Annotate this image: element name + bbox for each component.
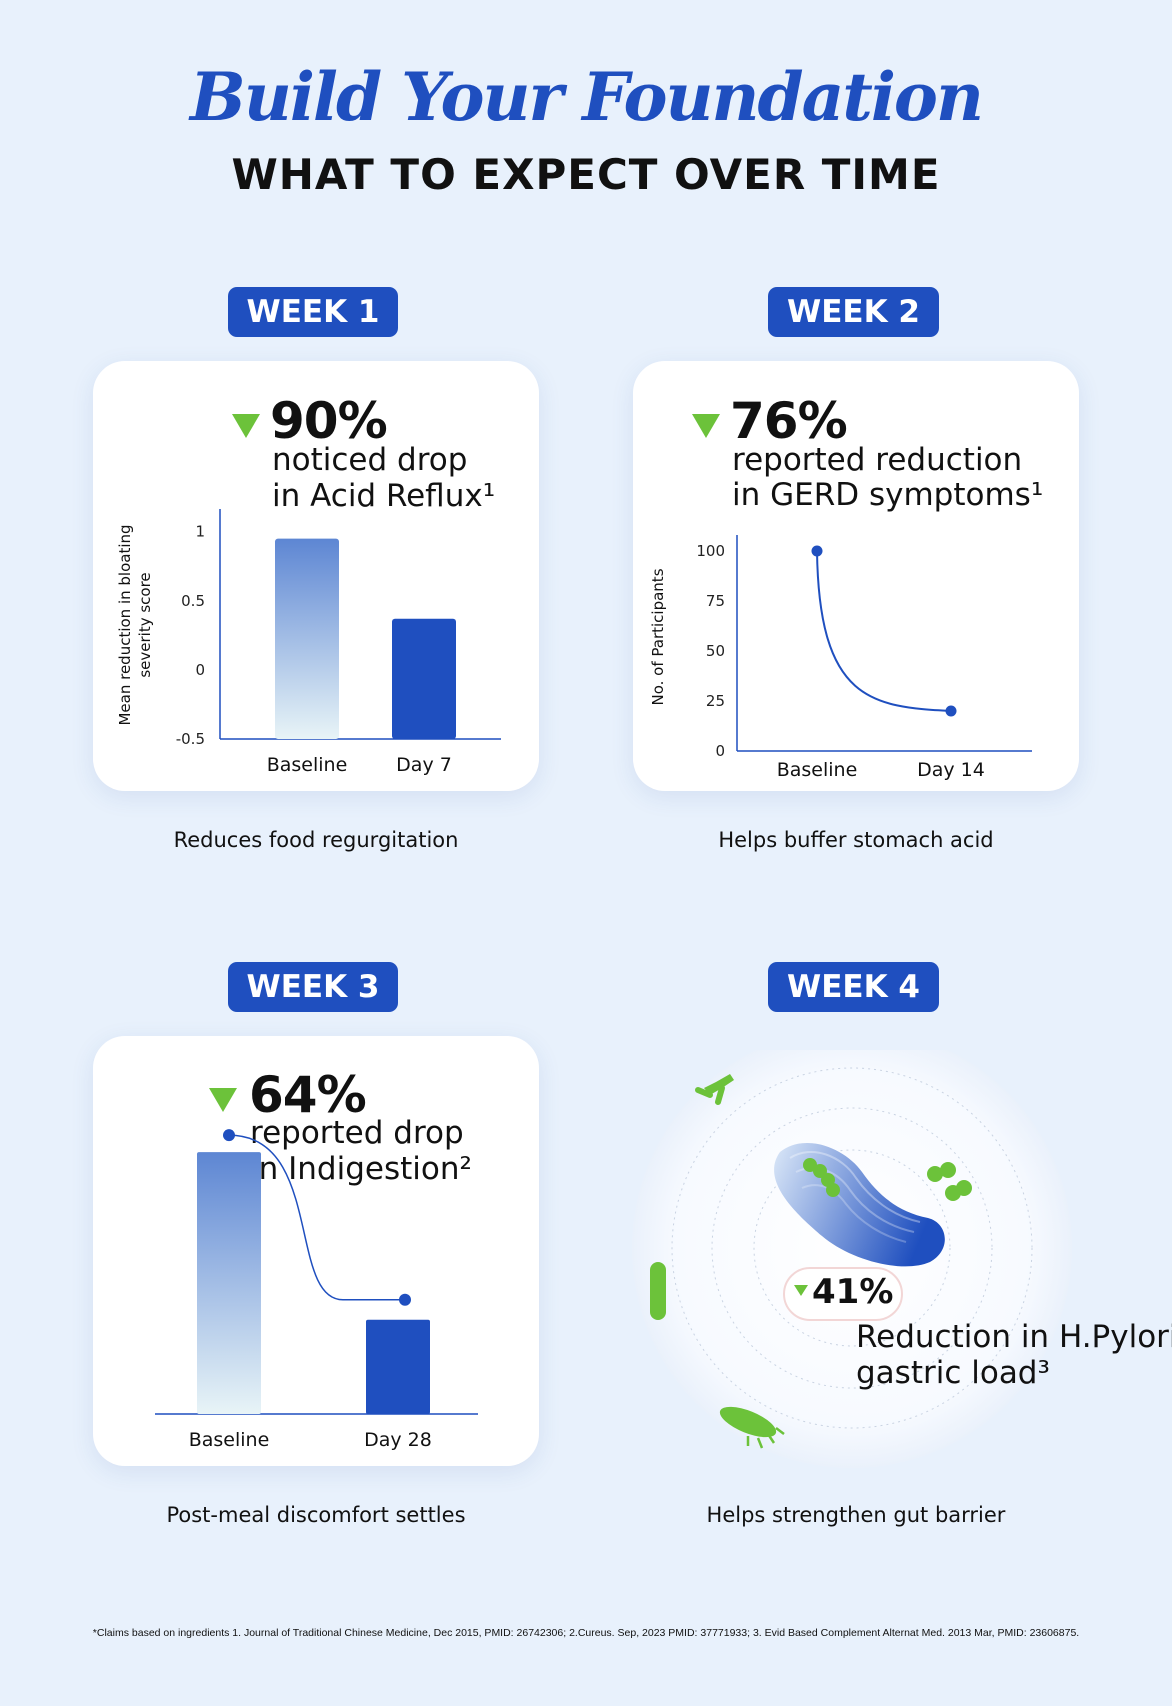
x-category-label: Baseline	[267, 754, 348, 776]
x-category-label: Baseline	[189, 1429, 270, 1451]
y-tick-label: 0.5	[181, 592, 205, 610]
week-1-caption: Reduces food regurgitation	[173, 828, 459, 852]
down-arrow-icon	[209, 1088, 237, 1112]
bar-day-28	[366, 1319, 430, 1414]
trend-connector	[228, 1134, 405, 1301]
week-1-percent: 90%	[270, 392, 388, 450]
week-4-desc-line1: Reduction in H.Pylori	[856, 1319, 1172, 1355]
down-arrow-icon	[692, 414, 720, 438]
orbit-ring	[671, 1067, 1033, 1429]
bacteria-icon	[695, 1074, 734, 1105]
down-arrow-icon	[794, 1285, 808, 1296]
x-category-label: Day 14	[917, 759, 985, 781]
x-category-label: Day 28	[364, 1429, 432, 1451]
week-3-badge: WEEK 3	[228, 962, 398, 1012]
bar-day-7	[392, 618, 456, 739]
bacteria-icon	[719, 1406, 785, 1449]
week-2-desc-line1: reported reduction	[732, 442, 1023, 478]
percent-pill	[783, 1267, 903, 1321]
week-1-desc-line2: in Acid Reflux¹	[272, 478, 496, 514]
week-2-desc-line2: in GERD symptoms¹	[732, 477, 1044, 513]
x-category-label: Baseline	[777, 759, 858, 781]
point-baseline	[223, 1129, 235, 1142]
week-3-desc-line1: reported drop	[250, 1115, 464, 1151]
y-tick-label: 25	[706, 692, 725, 710]
orbit-ring	[711, 1107, 993, 1389]
y-axis-label: No. of Participants	[649, 568, 667, 705]
background-circle	[632, 1050, 1072, 1468]
page-subtitle: WHAT TO EXPECT OVER TIME	[231, 150, 941, 199]
week-3-caption: Post-meal discomfort settles	[166, 1503, 466, 1527]
week-3-card	[93, 1036, 539, 1466]
week-2-percent: 76%	[730, 392, 848, 450]
bar-baseline	[197, 1152, 261, 1414]
bacteria-icon	[803, 1158, 840, 1197]
week-3-bar-chart: Baseline Day 28	[155, 1129, 478, 1451]
y-axis-label: Mean reduction in bloating severity score	[116, 524, 154, 725]
week-4-percent: 41%	[812, 1272, 894, 1312]
week-1-desc-line1: noticed drop	[272, 442, 468, 478]
week-3-desc-line2: in Indigestion²	[250, 1151, 472, 1187]
week-2-line-chart: 100 75 50 25 0 No. of Participants Baseline Day…	[649, 535, 1032, 781]
week-4-caption: Helps strengthen gut barrier	[706, 1503, 1006, 1527]
bacteria-icon	[650, 1262, 666, 1320]
y-tick-label: 0	[715, 742, 725, 760]
point-baseline	[811, 545, 823, 557]
gut-illustration	[632, 1050, 1072, 1468]
footnote: *Claims based on ingredients 1. Journal …	[92, 1627, 1080, 1639]
bar-baseline	[275, 538, 339, 739]
y-tick-label: -0.5	[176, 730, 205, 748]
orbit-ring	[753, 1149, 951, 1347]
x-category-label: Day 7	[396, 754, 452, 776]
y-tick-label: 100	[696, 542, 725, 560]
week-4-badge: WEEK 4	[768, 962, 939, 1012]
y-tick-label: 0	[195, 661, 205, 679]
week-2-badge: WEEK 2	[768, 287, 939, 337]
series-line	[816, 550, 952, 712]
y-tick-label: 50	[706, 642, 725, 660]
week-2-caption: Helps buffer stomach acid	[718, 828, 994, 852]
week-4-desc-line2: gastric load³	[856, 1355, 1050, 1391]
week-3-percent: 64%	[249, 1066, 367, 1124]
bacteria-icon	[927, 1162, 972, 1201]
y-tick-label: 75	[706, 592, 725, 610]
week-1-badge: WEEK 1	[228, 287, 398, 337]
point-day-28	[399, 1293, 411, 1306]
y-tick-label: 1	[195, 523, 205, 541]
page-title: Build Your Foundation	[190, 58, 984, 136]
point-day-14	[945, 705, 957, 717]
week-1-bar-chart: 1 0.5 0 -0.5 Mean reduction in bloating sever…	[116, 509, 501, 776]
down-arrow-icon	[232, 414, 260, 438]
